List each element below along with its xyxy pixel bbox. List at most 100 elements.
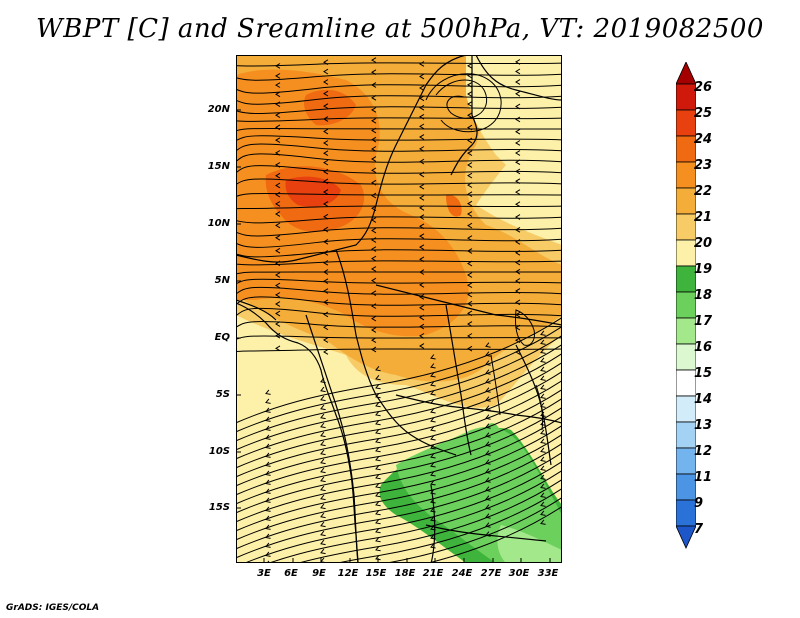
- streamline: [236, 271, 562, 275]
- lon-label-9e: 9E: [312, 568, 326, 579]
- streamline: [236, 73, 562, 81]
- streamline-arrow: [323, 168, 329, 175]
- streamline-arrow: [515, 168, 521, 175]
- streamline-arrow: [540, 339, 546, 345]
- streamline-arrow: [265, 506, 271, 512]
- streamline-arrow: [485, 441, 491, 447]
- streamline: [236, 325, 562, 433]
- streamline-arrow: [485, 387, 491, 393]
- streamline-arrow: [371, 57, 377, 63]
- streamline-arrow: [467, 101, 473, 107]
- colorbar: [676, 62, 696, 549]
- streamline-arrow: [275, 182, 281, 189]
- colorbar-label: 16: [694, 340, 713, 355]
- streamline-arrow: [323, 259, 329, 266]
- streamline-arrow: [323, 68, 329, 75]
- colorbar-label: 17: [694, 314, 713, 329]
- streamline-arrow: [371, 127, 377, 134]
- streamline-arrow: [485, 342, 491, 348]
- streamline-arrow: [467, 300, 473, 307]
- streamline-arrow: [323, 189, 329, 195]
- streamline-arrow: [485, 432, 491, 438]
- streamline: [236, 192, 562, 197]
- streamline-arrow: [323, 79, 329, 85]
- colorbar-label: 13: [694, 418, 713, 433]
- streamline-arrow: [467, 81, 473, 88]
- streamline-arrow: [275, 82, 281, 88]
- streamline: [236, 143, 562, 152]
- streamline-arrow: [419, 158, 425, 165]
- colorbar-bottom-arrow: [676, 525, 696, 549]
- streamline-arrow: [320, 395, 326, 402]
- streamline-arrow: [320, 467, 326, 474]
- streamline: [236, 216, 562, 224]
- streamline-arrow: [323, 288, 329, 294]
- streamline-arrow: [371, 167, 377, 174]
- streamline: [236, 205, 562, 210]
- streamline-arrow: [515, 249, 521, 256]
- colorbar-box: [676, 135, 696, 163]
- streamline-arrow: [275, 211, 281, 217]
- streamline-arrow: [419, 205, 425, 211]
- streamline-arrow: [375, 536, 381, 543]
- streamline-arrow: [320, 440, 326, 447]
- streamline-arrow: [419, 171, 425, 178]
- streamline-arrow: [275, 101, 281, 108]
- streamline-arrow: [540, 519, 546, 525]
- map-frame: [236, 55, 562, 563]
- streamline-arrow: [485, 378, 491, 384]
- map-panel: [236, 55, 562, 563]
- streamline-arrow: [265, 425, 271, 431]
- streamline-arrow: [275, 247, 281, 254]
- streamline-arrow: [265, 515, 271, 521]
- streamline-arrow: [485, 513, 491, 519]
- colorbar-box: [676, 187, 696, 215]
- colorbar-label: 19: [694, 262, 713, 277]
- streamline-arrow: [275, 91, 281, 98]
- lat-label-10n: 10N: [207, 218, 230, 229]
- streamline-arrow: [540, 474, 546, 480]
- streamline-arrow: [485, 495, 491, 501]
- streamline-arrow: [419, 233, 425, 240]
- streamline-arrow: [320, 512, 326, 519]
- streamline: [335, 487, 562, 563]
- streamline-arrow: [371, 277, 377, 284]
- streamline-arrow: [419, 333, 425, 339]
- streamline-arrow: [540, 357, 546, 363]
- streamline-arrow: [419, 323, 425, 330]
- streamline-arrow: [467, 172, 473, 179]
- colorbar-box: [676, 83, 696, 111]
- streamline-arrow: [323, 90, 329, 97]
- streamline-arrow: [419, 123, 425, 130]
- streamline: [236, 397, 562, 505]
- streamline-arrow: [467, 272, 473, 278]
- streamline-arrow: [419, 113, 425, 120]
- streamline-arrow: [515, 299, 521, 306]
- streamline-arrow: [375, 419, 381, 426]
- colorbar-label: 11: [694, 470, 713, 485]
- streamline-arrow: [320, 458, 326, 465]
- streamline: [236, 343, 562, 451]
- streamline-arrow: [323, 278, 329, 285]
- streamline-arrow: [515, 189, 521, 195]
- streamline-arrow: [371, 303, 377, 309]
- streamline-arrow: [540, 492, 546, 498]
- streamline: [236, 84, 562, 94]
- streamline-arrow: [419, 269, 425, 275]
- streamline: [236, 135, 562, 142]
- colorbar-box: [676, 499, 696, 527]
- streamline-arrow: [485, 522, 491, 528]
- streamline-arrow: [320, 404, 326, 411]
- streamline-arrow: [371, 82, 377, 88]
- lon-label-3e: 3E: [257, 568, 271, 579]
- streamline-arrow: [275, 124, 281, 131]
- streamline-arrow: [275, 292, 281, 298]
- streamline: [236, 361, 562, 469]
- colorbar-label: 18: [694, 288, 713, 303]
- streamline-arrow: [375, 554, 381, 561]
- lat-label-5n: 5N: [214, 275, 230, 286]
- streamline-arrow: [467, 112, 473, 119]
- streamline-arrow: [467, 200, 473, 207]
- streamline-arrow: [375, 509, 381, 516]
- streamline: [236, 424, 562, 532]
